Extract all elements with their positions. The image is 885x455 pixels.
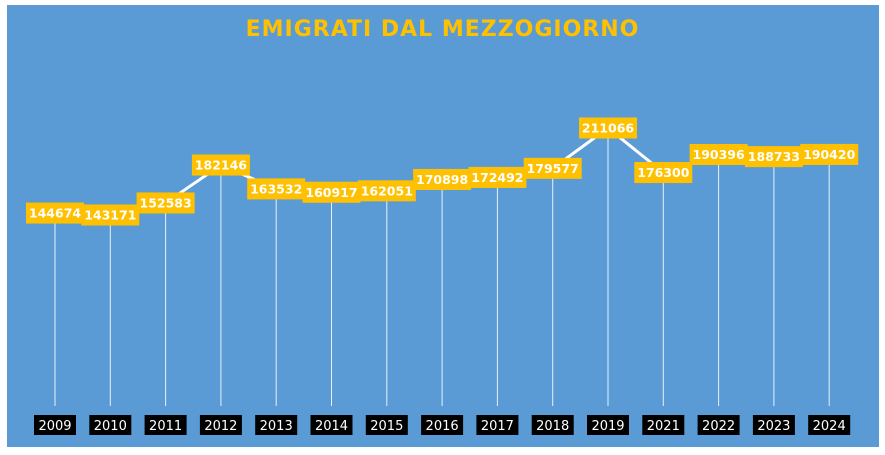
data-label: 188733	[748, 149, 800, 164]
data-label-box	[191, 154, 250, 176]
x-tick-label: 2010	[94, 419, 127, 434]
x-tick-label: 2019	[591, 419, 624, 434]
x-tick-label: 2018	[536, 419, 569, 434]
x-tick-label: 2021	[647, 419, 680, 434]
data-label: 152583	[140, 195, 192, 210]
data-label: 143171	[84, 208, 136, 223]
data-label-box	[579, 117, 637, 139]
chart-background	[7, 5, 879, 447]
data-label-box	[800, 143, 859, 165]
data-label-box	[26, 202, 84, 224]
x-tick-box	[144, 415, 187, 435]
data-label-box	[689, 143, 748, 165]
x-tick-box	[697, 415, 740, 435]
x-tick-label: 2009	[38, 419, 71, 434]
data-label: 144674	[29, 206, 81, 221]
chart-title: EMIGRATI DAL MEZZOGIORNO	[245, 17, 640, 42]
data-label-box	[247, 178, 306, 200]
x-tick-label: 2015	[370, 419, 403, 434]
data-label-box	[413, 168, 472, 190]
data-label-box	[634, 162, 693, 184]
data-label-box	[357, 180, 416, 202]
x-tick-label: 2024	[813, 419, 846, 434]
data-label-box	[81, 204, 140, 226]
data-label-box	[468, 166, 527, 188]
x-tick-box	[89, 415, 132, 435]
x-tick-label: 2012	[204, 419, 237, 434]
x-tick-label: 2011	[149, 419, 182, 434]
x-tick-box	[255, 415, 298, 435]
x-tick-label: 2016	[426, 419, 459, 434]
data-label: 162051	[361, 183, 413, 198]
data-label: 163532	[250, 181, 302, 196]
data-label-box	[136, 192, 195, 214]
x-tick-box	[642, 415, 685, 435]
x-tick-label: 2017	[481, 419, 514, 434]
x-tick-box	[752, 415, 795, 435]
data-label: 182146	[195, 158, 247, 173]
data-label-box	[302, 181, 361, 203]
x-tick-box	[808, 415, 851, 435]
data-label: 176300	[637, 165, 689, 180]
x-tick-label: 2023	[757, 419, 790, 434]
x-tick-box	[476, 415, 519, 435]
data-label-box	[744, 146, 803, 168]
x-tick-label: 2013	[260, 419, 293, 434]
x-tick-label: 2022	[702, 419, 735, 434]
x-tick-label: 2014	[315, 419, 348, 434]
data-label-box	[523, 157, 582, 179]
data-label: 190420	[803, 147, 855, 162]
x-tick-box	[531, 415, 574, 435]
x-tick-box	[421, 415, 464, 435]
data-label: 190396	[693, 147, 745, 162]
x-tick-box	[365, 415, 408, 435]
data-label: 179577	[527, 161, 579, 176]
data-label: 170898	[416, 172, 468, 187]
data-label: 172492	[471, 170, 523, 185]
data-label: 160917	[305, 185, 357, 200]
data-label: 211066	[582, 121, 634, 136]
x-tick-box	[310, 415, 353, 435]
x-tick-box	[34, 415, 76, 435]
x-tick-box	[587, 415, 629, 435]
x-tick-box	[199, 415, 242, 435]
